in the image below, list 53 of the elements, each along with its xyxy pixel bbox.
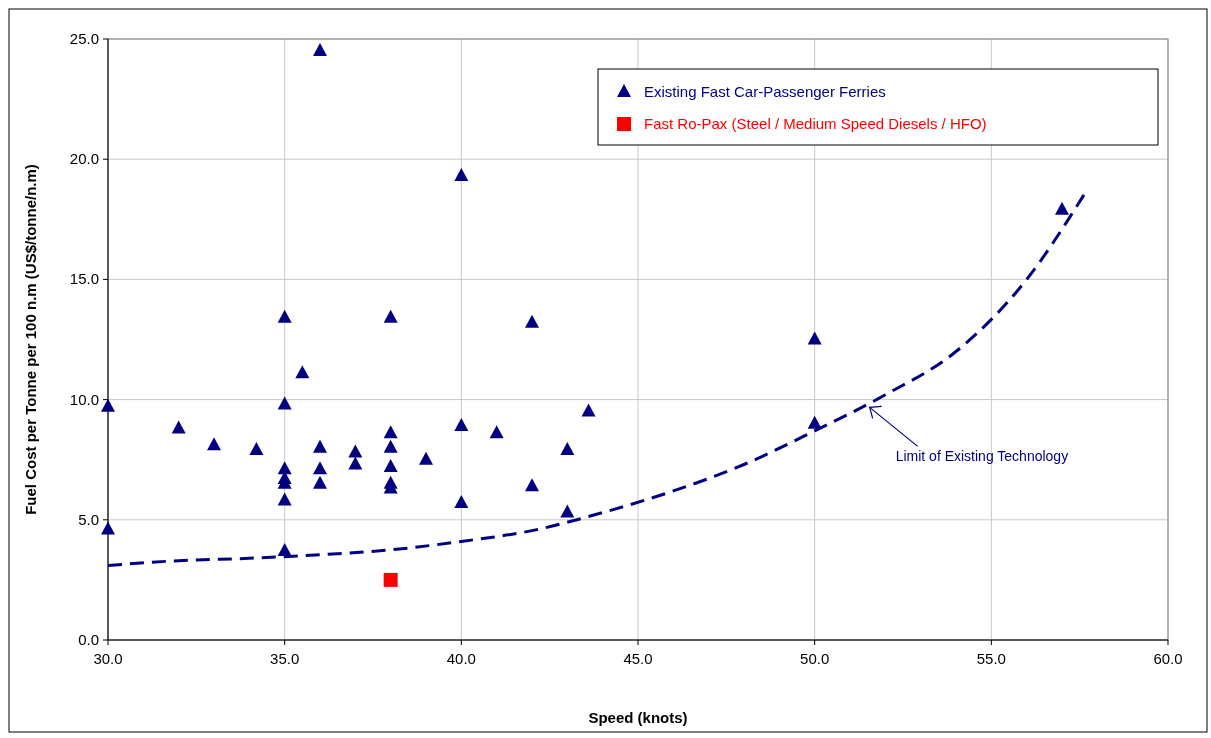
point <box>525 314 539 328</box>
point <box>525 478 539 492</box>
point <box>313 439 327 453</box>
point <box>383 458 398 472</box>
point <box>277 309 292 323</box>
point <box>807 331 822 345</box>
x-axis-title: Speed (knots) <box>588 709 688 726</box>
point <box>419 451 433 465</box>
annotation: Limit of Existing Technology <box>895 448 1069 465</box>
x-tick-label: 50.0 <box>800 650 830 667</box>
x-tick-label: 40.0 <box>446 650 476 667</box>
point <box>348 444 363 458</box>
point <box>383 425 398 439</box>
point <box>807 415 822 429</box>
point <box>489 425 504 439</box>
x-tick-label: 35.0 <box>270 650 300 667</box>
point <box>101 521 115 535</box>
point <box>454 418 469 432</box>
point <box>581 403 596 417</box>
point <box>313 475 327 489</box>
x-tick-label: 60.0 <box>1153 650 1183 667</box>
point <box>277 543 292 557</box>
x-tick-label: 45.0 <box>623 650 653 667</box>
point <box>383 572 398 587</box>
point <box>277 492 292 506</box>
point <box>383 439 398 453</box>
point <box>277 461 292 475</box>
y-tick-label: 5.0 <box>78 510 99 528</box>
y-tick-label: 20.0 <box>69 150 99 168</box>
y-tick-label: 0.0 <box>78 631 99 648</box>
point <box>383 309 398 323</box>
legend-label: Existing Fast Car-Passenger Ferries <box>644 83 886 100</box>
point <box>454 168 469 182</box>
point <box>560 504 575 518</box>
point <box>249 442 264 456</box>
point <box>454 494 469 508</box>
legend-label: Fast Ro-Pax (Steel / Medium Speed Diesels / HFO) <box>644 115 987 132</box>
point <box>1055 201 1069 215</box>
y-axis-title: Fuel Cost per Tonne per 100 n.m (US$/tonne/n.m) <box>22 164 39 515</box>
point <box>207 437 221 451</box>
point <box>277 396 292 410</box>
y-tick-label: 25.0 <box>69 30 99 47</box>
y-tick-label: 10.0 <box>69 390 99 408</box>
x-tick-label: 30.0 <box>93 650 123 667</box>
point <box>313 43 327 57</box>
point <box>560 442 575 456</box>
x-tick-label: 55.0 <box>976 650 1006 667</box>
point <box>295 365 310 379</box>
point <box>101 398 115 412</box>
point <box>313 461 327 475</box>
point <box>348 456 363 470</box>
point <box>171 420 186 434</box>
y-tick-label: 15.0 <box>69 270 99 288</box>
